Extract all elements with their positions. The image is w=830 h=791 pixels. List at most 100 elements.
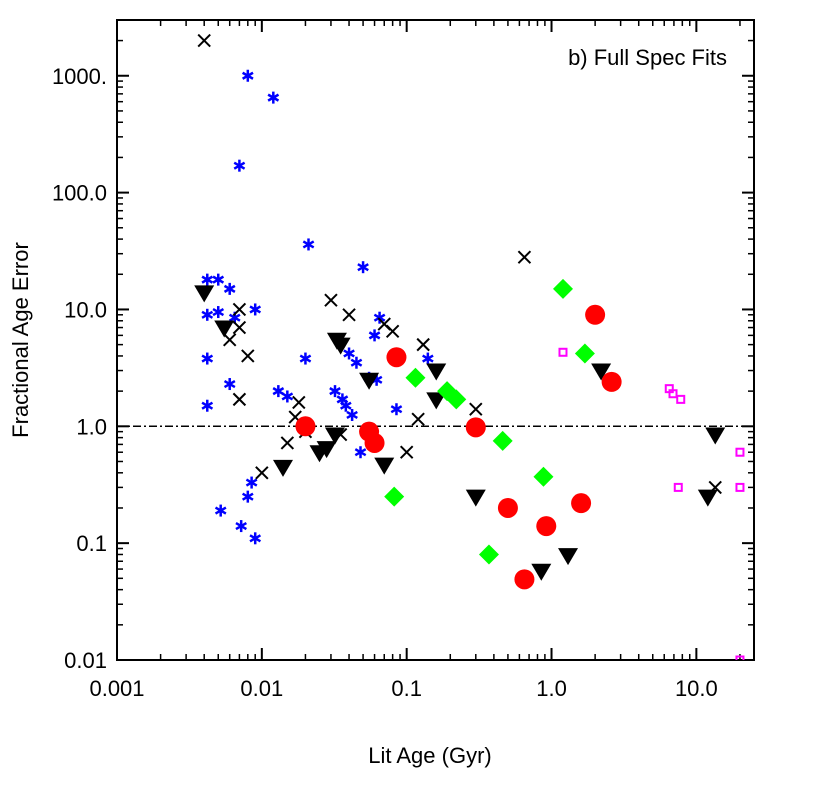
data-point-square	[676, 394, 686, 404]
data-point-cross	[232, 320, 247, 335]
data-point-asterisk	[214, 504, 227, 517]
data-point-cross	[197, 33, 211, 48]
data-point-diamond	[478, 544, 499, 565]
y-tick-label: 0.1	[76, 531, 107, 556]
x-tick-label: 0.1	[391, 676, 422, 701]
x-tick-label: 0.001	[89, 676, 144, 701]
data-point-circle	[386, 347, 407, 368]
data-point-square	[668, 389, 678, 399]
data-point-diamond	[533, 466, 554, 487]
data-point-asterisk	[272, 385, 285, 398]
data-point-cross	[324, 293, 338, 307]
data-point-diamond	[384, 486, 405, 507]
data-point-diamond	[574, 343, 595, 364]
data-point-asterisk	[249, 303, 262, 316]
points-layer	[194, 33, 745, 660]
data-point-asterisk	[201, 352, 214, 365]
data-point-triangle-down	[325, 427, 346, 445]
data-point-asterisk	[373, 311, 386, 324]
data-point-circle	[497, 497, 518, 518]
data-point-triangle-down	[558, 548, 579, 566]
data-point-cross	[223, 333, 237, 347]
data-point-asterisk	[201, 308, 214, 321]
data-point-asterisk	[212, 306, 225, 319]
data-point-diamond	[552, 278, 573, 299]
data-point-asterisk	[299, 352, 312, 365]
data-point-triangle-down	[316, 441, 337, 459]
data-point-asterisk	[233, 159, 246, 172]
y-tick-label: 1.0	[76, 414, 107, 439]
y-axis-title: Fractional Age Error	[8, 242, 33, 438]
data-point-asterisk	[212, 273, 225, 286]
data-point-cross	[411, 412, 425, 426]
data-point-asterisk	[223, 378, 236, 391]
data-point-cross	[255, 466, 269, 480]
data-point-asterisk	[267, 91, 280, 104]
data-point-asterisk	[357, 261, 369, 274]
y-tick-label: 0.01	[64, 648, 107, 673]
data-point-circle	[601, 371, 622, 392]
data-point-square	[673, 482, 683, 492]
data-point-cross	[416, 337, 430, 352]
data-point-asterisk	[249, 532, 262, 545]
plot-frame	[116, 19, 755, 661]
data-point-triangle-down	[705, 427, 726, 445]
data-point-cross	[385, 324, 400, 339]
data-point-diamond	[492, 430, 513, 451]
x-tick-label: 0.01	[240, 676, 283, 701]
data-point-circle	[514, 569, 535, 590]
data-point-cross	[469, 402, 483, 416]
data-point-asterisk	[302, 238, 315, 251]
data-point-cross	[280, 436, 295, 450]
data-point-asterisk	[235, 520, 247, 533]
data-point-asterisk	[223, 282, 236, 295]
chart-title: b) Full Spec Fits	[568, 45, 727, 70]
data-point-triangle-down	[359, 372, 380, 390]
data-point-triangle-down	[591, 363, 612, 381]
data-point-cross	[241, 349, 255, 363]
data-point-triangle-down	[531, 563, 552, 581]
data-point-circle	[536, 516, 557, 537]
data-point-triangle-down	[426, 392, 447, 410]
data-point-asterisk	[201, 273, 214, 286]
data-point-circle	[364, 432, 385, 453]
data-point-cross	[232, 392, 247, 407]
data-point-circle	[465, 417, 486, 438]
data-point-asterisk	[390, 403, 403, 416]
data-point-circle	[585, 304, 606, 325]
data-point-asterisk	[339, 399, 352, 412]
data-point-circle	[571, 493, 592, 514]
data-point-triangle-down	[697, 489, 718, 507]
data-point-cross	[399, 445, 414, 459]
data-point-cross	[342, 308, 356, 322]
data-point-asterisk	[241, 69, 254, 82]
data-point-square	[735, 447, 745, 457]
x-tick-label: 10.0	[675, 676, 718, 701]
data-point-asterisk	[343, 347, 355, 360]
data-point-asterisk	[354, 446, 367, 459]
data-point-triangle-down	[194, 285, 215, 303]
y-tick-label: 10.0	[64, 297, 107, 322]
data-point-diamond	[405, 367, 426, 388]
data-point-triangle-down	[465, 489, 486, 507]
y-tick-label: 100.0	[52, 181, 107, 206]
data-point-asterisk	[350, 356, 363, 369]
data-point-triangle-down	[214, 320, 235, 338]
data-point-cross	[292, 395, 306, 410]
data-point-asterisk	[329, 385, 341, 398]
data-point-asterisk	[241, 490, 254, 503]
data-point-square	[735, 482, 745, 492]
x-axis-title: Lit Age (Gyr)	[368, 743, 491, 768]
ticks-layer: 0.001 0.01 0.1 1.0 10.0 0.01 0.1 1.0 10.0 100.0 10…	[52, 19, 754, 701]
data-point-asterisk	[346, 408, 358, 421]
data-point-triangle-down	[426, 363, 447, 381]
x-tick-label: 1.0	[536, 676, 567, 701]
data-point-asterisk	[281, 390, 294, 403]
data-point-asterisk	[368, 329, 381, 342]
data-point-cross	[517, 250, 532, 264]
y-tick-label: 1000.	[52, 64, 107, 89]
data-point-square	[735, 655, 745, 660]
data-point-diamond	[446, 389, 467, 410]
